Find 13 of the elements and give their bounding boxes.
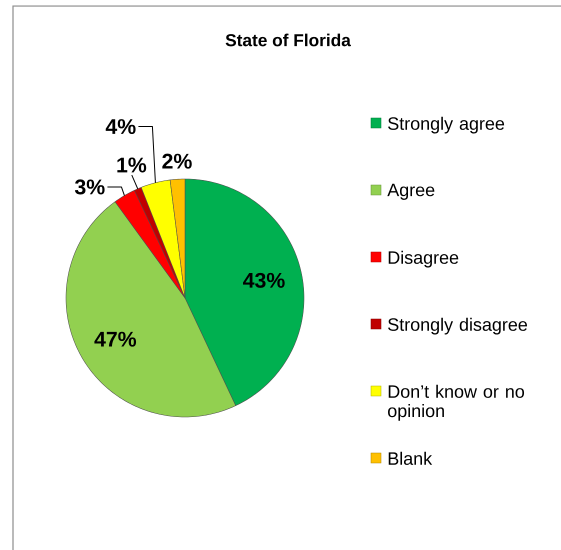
- legend-label: Don’t know or no opinion: [388, 384, 524, 421]
- data-label: 2%: [162, 154, 192, 169]
- data-label: 1%: [117, 158, 146, 172]
- data-label: 4%: [106, 119, 136, 134]
- legend-label: Disagree: [388, 250, 458, 268]
- data-label: 43%: [243, 272, 285, 288]
- legend-label: Blank: [388, 452, 432, 465]
- data-label: 47%: [94, 332, 136, 347]
- data-label: 3%: [74, 179, 105, 194]
- legend-label: Agree: [387, 184, 434, 200]
- legend-label: Strongly agree: [388, 116, 504, 134]
- legend-label: Strongly disagree: [388, 318, 528, 334]
- chart-title: State of Florida: [226, 34, 351, 46]
